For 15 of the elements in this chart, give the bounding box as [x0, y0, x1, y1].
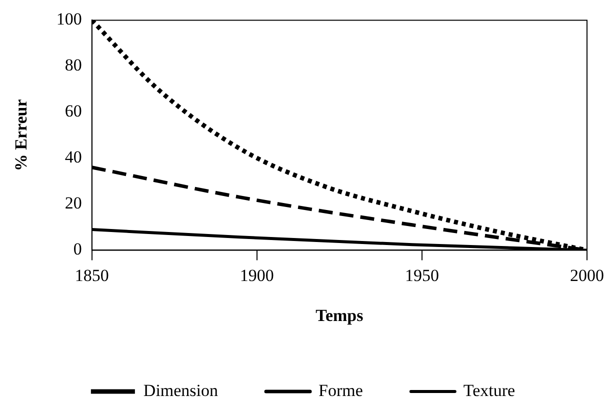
x-tick-label: 1950: [404, 266, 439, 285]
y-tick-label: 0: [73, 240, 82, 259]
y-tick-label: 80: [64, 56, 82, 75]
x-tick-label: 2000: [570, 266, 604, 285]
x-tick-label: 1900: [240, 266, 274, 285]
legend-label: Dimension: [143, 380, 219, 400]
y-tick-label: 60: [64, 102, 82, 121]
y-tick-label: 40: [64, 148, 82, 167]
legend-label: Texture: [463, 380, 516, 400]
y-axis-title: % Erreur: [12, 98, 31, 172]
x-axis-title: Temps: [316, 306, 364, 326]
y-tick-label: 100: [56, 10, 82, 29]
y-tick-label: 20: [64, 194, 82, 213]
legend-label: Forme: [318, 380, 363, 400]
x-tick-label: 1850: [74, 266, 109, 285]
